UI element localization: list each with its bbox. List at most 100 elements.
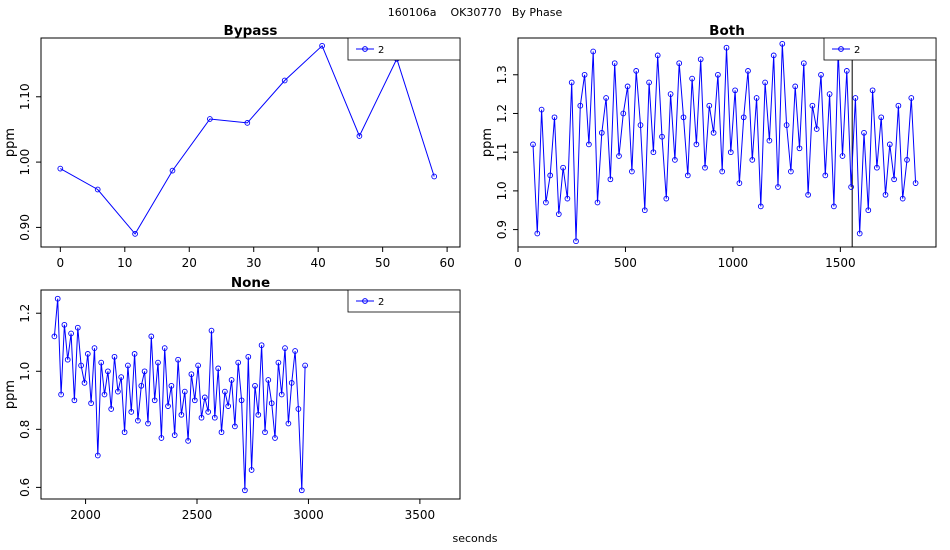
data-point [672,157,678,163]
data-point [659,133,665,140]
data-point [882,191,889,198]
data-point [629,168,635,175]
data-point [555,211,562,217]
data-point [856,230,863,237]
data-point [57,165,64,172]
data-point [161,345,168,351]
legend-box [347,37,461,61]
data-point [58,391,64,398]
data-point [560,164,566,171]
legend-box [347,289,461,313]
data-point [637,122,644,128]
y-tick-label: 1.3 [495,65,509,84]
data-point [878,114,885,121]
data-point [792,83,799,90]
data-point [91,345,98,351]
x-tick-label: 40 [311,256,326,270]
data-point [128,409,135,415]
data-point [94,452,101,459]
data-point [171,432,178,438]
y-tick-label: 1.0 [495,181,509,200]
data-point [135,417,141,424]
data-point [908,95,915,101]
legend-marker [838,46,844,52]
data-point [132,231,138,237]
data-point [616,153,622,159]
data-point [895,102,902,109]
data-point [715,71,721,78]
data-point [258,342,265,349]
panel-bypass: Bypass ppm 0 10 20 30 40 50 60 0.90 1.00 1.10 2 [3,23,461,270]
data-point [245,353,252,360]
y-tick-label: 0.9 [495,220,509,239]
legend-entry: 2 [378,297,384,308]
data-point [228,377,235,383]
panel-title: Both [709,23,745,39]
plot-frame [517,37,937,248]
data-point [603,95,609,101]
data-point [800,60,807,67]
data-point [131,351,138,357]
data-point [188,371,195,378]
data-point [904,157,910,163]
data-point [568,79,575,86]
data-point [680,114,687,121]
data-point [543,199,549,206]
data-point [292,348,298,354]
data-point [770,52,777,59]
data-point [710,129,717,136]
x-tick-label: 3000 [293,508,324,522]
data-point [723,44,730,51]
data-point [125,362,131,369]
data-point [195,362,201,369]
y-tick-label: 1.0 [18,362,32,381]
series-line [60,44,435,235]
data-point [232,423,238,430]
data-point [155,359,161,366]
y-axis-label: ppm [3,380,18,409]
x-tick-label: 2500 [182,508,213,522]
data-point [205,409,212,415]
data-point [732,87,738,94]
data-point [899,195,906,202]
x-tick-label: 3500 [405,508,436,522]
data-point [689,75,695,82]
x-axis-title: seconds [453,532,498,545]
data-point [757,203,764,210]
data-point [624,83,631,90]
data-point [697,56,704,63]
data-point [775,184,781,190]
data-point [788,168,794,175]
panel-both: Both ppm 0 500 1000 1500 0.9 1.0 1.1 1.2 1.3 2 [480,23,937,270]
data-point [667,91,674,97]
data-point [108,406,115,412]
data-point [208,327,215,334]
data-point [753,95,760,101]
y-axis-label: ppm [480,128,495,157]
data-point [891,176,897,183]
data-point [590,48,597,55]
y-tick-label: 0.6 [18,478,32,497]
data-point [64,356,71,363]
x-tick-label: 500 [614,256,637,270]
data-point [874,164,880,171]
data-point [822,172,829,179]
data-point [201,394,208,401]
data-point [551,114,558,121]
data-point [198,414,205,421]
data-point [534,230,541,237]
plot-frame [40,37,461,248]
data-point [278,391,285,398]
data-point [71,397,78,404]
data-point [61,321,68,328]
data-point [749,157,756,163]
data-point [165,403,171,409]
data-point [762,79,768,86]
data-point [839,153,846,159]
data-point [169,167,176,174]
panel-title: Bypass [224,23,278,39]
data-point [650,149,657,156]
data-point [573,238,579,245]
data-point [191,397,198,404]
y-tick-label: 1.10 [18,83,32,110]
